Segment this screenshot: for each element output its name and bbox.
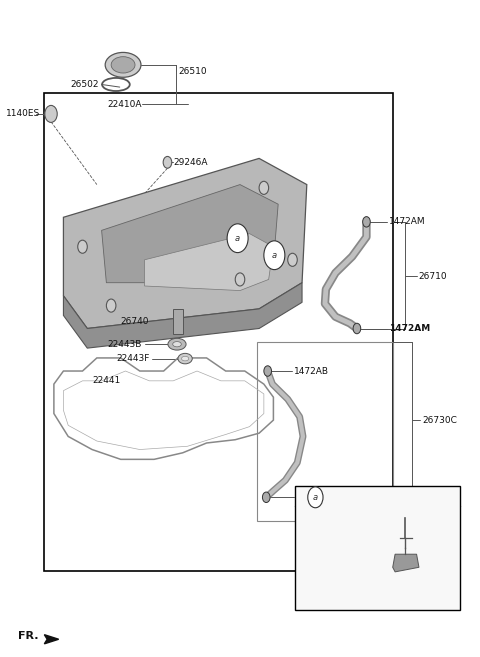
Circle shape (259, 181, 269, 194)
Text: 1472AB: 1472AB (296, 493, 331, 502)
Circle shape (353, 323, 361, 334)
Text: a: a (272, 251, 277, 260)
Bar (173, 309, 183, 334)
Circle shape (235, 273, 245, 286)
Polygon shape (144, 234, 274, 290)
Ellipse shape (105, 53, 141, 78)
Bar (257, 342, 393, 522)
Circle shape (264, 241, 285, 269)
Text: 1140FY: 1140FY (302, 522, 336, 531)
Circle shape (264, 366, 272, 376)
Ellipse shape (181, 356, 189, 361)
Text: 22410A: 22410A (108, 100, 142, 108)
Circle shape (78, 240, 87, 253)
Circle shape (45, 105, 57, 122)
Circle shape (107, 299, 116, 312)
Text: a: a (235, 234, 240, 242)
Circle shape (363, 217, 370, 227)
Text: 1140ES: 1140ES (6, 110, 40, 118)
Polygon shape (44, 635, 59, 644)
Polygon shape (63, 158, 307, 328)
Text: 1472AM: 1472AM (389, 217, 425, 227)
Ellipse shape (173, 342, 181, 347)
Text: 22443B: 22443B (108, 340, 142, 349)
Bar (295, 486, 459, 610)
Text: 22441: 22441 (92, 376, 120, 386)
Polygon shape (102, 185, 278, 283)
Text: 29246A: 29246A (173, 158, 208, 167)
Circle shape (227, 224, 248, 252)
Ellipse shape (111, 57, 135, 73)
Text: 39310H: 39310H (302, 545, 337, 553)
Ellipse shape (168, 338, 186, 350)
Text: 26510: 26510 (178, 67, 206, 76)
Text: 1472AM: 1472AM (389, 324, 430, 333)
Bar (44, 93, 393, 570)
Circle shape (163, 156, 172, 168)
Text: FR.: FR. (18, 631, 38, 641)
Text: 26502: 26502 (71, 80, 99, 89)
Circle shape (288, 253, 297, 266)
Text: 1472AB: 1472AB (294, 367, 329, 376)
Text: 26730C: 26730C (422, 416, 457, 424)
Circle shape (308, 487, 323, 508)
Circle shape (263, 492, 270, 503)
Text: a: a (313, 493, 318, 502)
Text: 22443F: 22443F (116, 354, 149, 363)
Polygon shape (393, 555, 419, 572)
Text: 26710: 26710 (419, 271, 447, 281)
Polygon shape (63, 283, 302, 348)
Ellipse shape (178, 353, 192, 364)
Text: 26740: 26740 (121, 317, 149, 327)
